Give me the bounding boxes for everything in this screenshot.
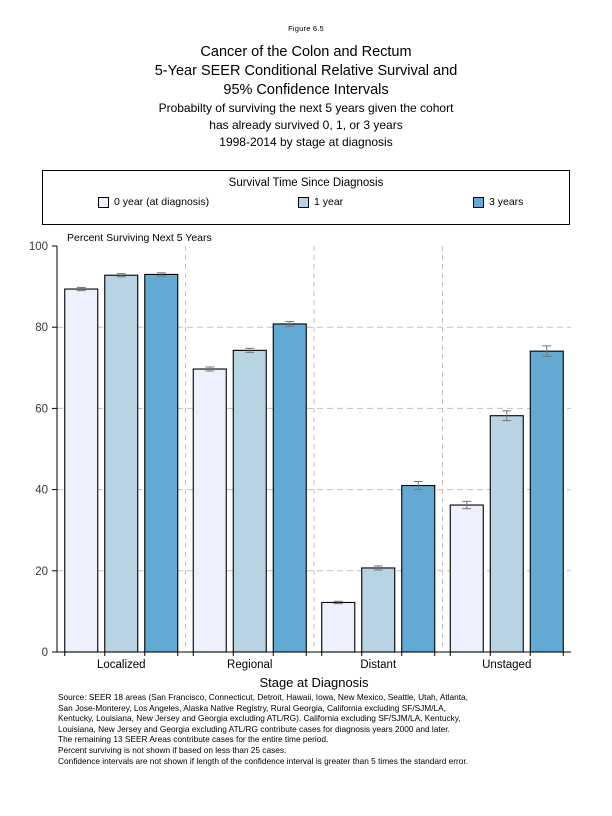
x-tick-label-localized: Localized <box>97 659 146 671</box>
legend-swatch-icon-3-years <box>473 196 484 208</box>
bar-distant-1 <box>361 567 396 653</box>
bar-regional-1 <box>232 349 267 653</box>
footnote-line-7: Confidence intervals are not shown if le… <box>58 755 469 766</box>
footnote-line-5: The remaining 13 SEER Areas contribute c… <box>58 734 329 745</box>
y-tick-label-20: 20 <box>35 566 48 578</box>
page-subtitle-line-3: 1998-2014 by stage at diagnosis <box>219 135 393 149</box>
bar-localized-1 <box>104 274 139 653</box>
page-title-line-2: 5-Year SEER Conditional Relative Surviva… <box>154 63 458 79</box>
bar-unstaged-2 <box>529 350 564 653</box>
bar-unstaged-1 <box>489 415 524 653</box>
chart-title-block: Cancer of the Colon and Rectum 5-Year SE… <box>0 43 612 151</box>
legend-swatch-icon-1-year <box>298 196 309 208</box>
legend-items: 0 year (at diagnosis) 1 year 3 years <box>43 196 569 208</box>
legend-swatch-icon-0-year <box>98 196 109 208</box>
chart-legend: Survival Time Since Diagnosis 0 year (at… <box>42 170 570 225</box>
bar-distant-0 <box>321 601 356 653</box>
x-tick-label-unstaged: Unstaged <box>482 659 531 671</box>
footnote-line-1: Source: SEER 18 areas (San Francisco, Co… <box>58 692 468 702</box>
legend-item-0-year: 0 year (at diagnosis) <box>98 196 298 208</box>
legend-item-3-years: 3 years <box>473 196 523 208</box>
page-title-line-1: Cancer of the Colon and Rectum <box>200 44 412 60</box>
legend-label-3-years: 3 years <box>489 196 524 208</box>
legend-item-1-year: 1 year <box>298 196 473 208</box>
page-subtitle-line-1: Probabilty of surviving the next 5 years… <box>158 101 454 115</box>
footnote-line-2: San Jose-Monterey, Los Angeles, Alaska N… <box>58 702 446 713</box>
y-tick-label-0: 0 <box>42 647 48 659</box>
bar-unstaged-0 <box>449 504 484 653</box>
legend-label-1-year: 1 year <box>314 196 344 208</box>
x-tick-label-regional: Regional <box>227 659 272 671</box>
source-footnote: Source: SEER 18 areas (San Francisco, Co… <box>58 692 568 766</box>
bar-distant-2 <box>401 484 436 653</box>
y-tick-label-80: 80 <box>35 322 48 334</box>
y-tick-label-60: 60 <box>35 403 48 415</box>
bar-regional-0 <box>192 368 227 653</box>
legend-title: Survival Time Since Diagnosis <box>228 177 384 189</box>
y-axis-label: Percent Surviving Next 5 Years <box>67 232 212 244</box>
page-subtitle-line-2: has already survived 0, 1, or 3 years <box>209 118 403 132</box>
figure-number: Figure 6.5 <box>288 24 324 33</box>
x-tick-label-distant: Distant <box>360 659 397 671</box>
footnote-line-3: Kentucky, Louisiana, New Jersey and Geor… <box>58 713 461 724</box>
y-tick-label-100: 100 <box>29 241 48 253</box>
bar-localized-2 <box>144 273 179 653</box>
legend-label-0-year: 0 year (at diagnosis) <box>114 196 210 208</box>
footnote-line-6: Percent surviving is not shown if based … <box>58 744 287 755</box>
x-axis-title: Stage at Diagnosis <box>259 675 369 690</box>
page-title-line-3: 95% Confidence Intervals <box>223 82 389 98</box>
bar-regional-2 <box>272 323 307 653</box>
bar-localized-0 <box>64 288 99 653</box>
footnote-line-4: Louisiana, New Jersey and Georgia exclud… <box>58 723 450 734</box>
y-tick-label-40: 40 <box>35 485 48 497</box>
